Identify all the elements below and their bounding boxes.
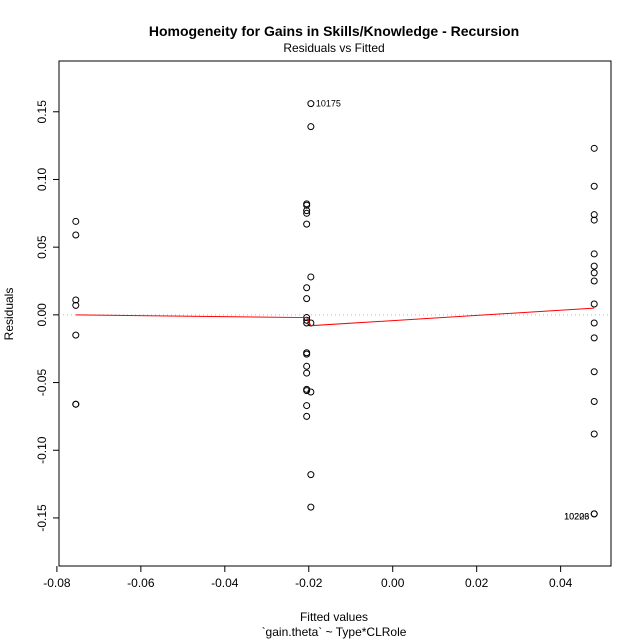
y-tick-label: -0.15 <box>35 504 49 532</box>
data-point <box>590 319 598 327</box>
y-tick-label: -0.05 <box>35 369 49 397</box>
data-point <box>307 388 315 396</box>
plot-frame <box>58 60 612 567</box>
data-point <box>303 369 311 377</box>
data-point <box>590 334 598 342</box>
data-point <box>303 412 311 420</box>
data-point <box>590 216 598 224</box>
data-point <box>590 250 598 258</box>
data-point <box>303 387 311 395</box>
data-point <box>72 301 80 309</box>
x-axis-label: Fitted values <box>300 610 368 624</box>
data-point <box>590 277 598 285</box>
y-axis-ticks: -0.15 -0.10 -0.05 0.00 0.05 0.10 0.15 <box>35 100 59 532</box>
data-point <box>590 510 598 518</box>
y-tick-label: 0.10 <box>35 167 49 191</box>
smoother-line-group <box>75 307 595 327</box>
point-label: 10203 <box>564 512 589 522</box>
data-point <box>590 182 598 190</box>
data-point <box>72 217 80 225</box>
data-point <box>303 284 311 292</box>
data-point <box>590 211 598 219</box>
data-point <box>303 402 311 410</box>
data-point <box>72 296 80 304</box>
data-point <box>303 350 311 358</box>
x-tick-label: -0.04 <box>211 576 239 590</box>
y-tick-label: 0.15 <box>35 100 49 124</box>
data-point <box>590 262 598 270</box>
x-axis-formula-label: `gain.theta` ~ Type*CLRole <box>262 625 407 639</box>
data-point <box>303 295 311 303</box>
data-point <box>307 100 315 108</box>
data-point <box>303 220 311 228</box>
data-point <box>590 430 598 438</box>
data-point <box>303 362 311 370</box>
x-tick-label: -0.06 <box>127 576 155 590</box>
x-tick-label: -0.08 <box>43 576 71 590</box>
scatter-points <box>72 100 598 518</box>
y-tick-label: 0.05 <box>35 235 49 259</box>
data-point <box>590 368 598 376</box>
data-point <box>590 398 598 406</box>
chart-subtitle: Residuals vs Fitted <box>283 41 384 55</box>
point-label: 10175 <box>316 99 341 109</box>
data-point <box>72 231 80 239</box>
data-point <box>590 300 598 308</box>
x-axis-ticks: -0.08 -0.06 -0.04 -0.02 0.00 0.02 0.04 <box>43 566 573 590</box>
data-point <box>72 400 80 408</box>
x-tick-label: -0.02 <box>295 576 323 590</box>
smoother-line <box>75 307 595 327</box>
data-point <box>303 201 311 209</box>
data-point <box>307 123 315 131</box>
y-tick-label: -0.10 <box>35 436 49 464</box>
y-tick-label: 0.00 <box>35 303 49 327</box>
data-point <box>303 209 311 217</box>
data-point <box>307 273 315 281</box>
point-label: 10226 <box>564 512 589 522</box>
y-axis-label: Residuals <box>2 288 16 341</box>
data-point <box>307 471 315 479</box>
data-point <box>590 144 598 152</box>
x-tick-label: 0.04 <box>549 576 573 590</box>
chart-title: Homogeneity for Gains in Skills/Knowledg… <box>149 23 519 39</box>
data-point <box>303 207 311 215</box>
data-point <box>72 331 80 339</box>
x-tick-label: 0.00 <box>381 576 405 590</box>
x-tick-label: 0.02 <box>465 576 489 590</box>
data-point <box>307 503 315 511</box>
data-point <box>590 269 598 277</box>
